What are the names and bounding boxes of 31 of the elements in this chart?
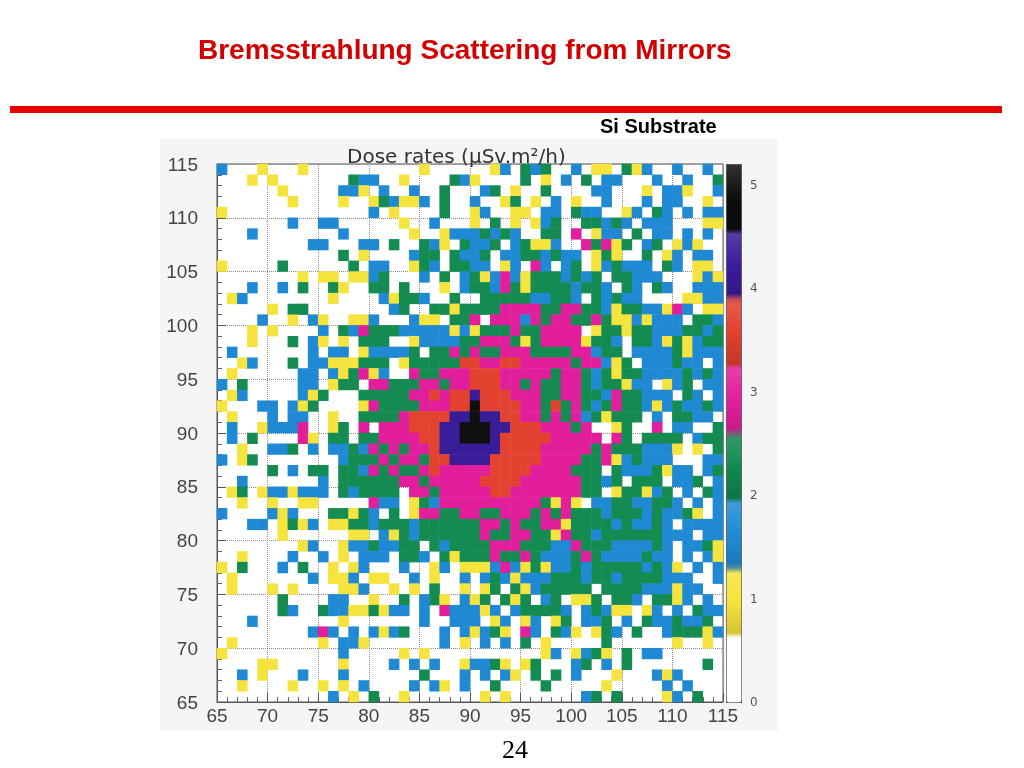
y-tick-label: 85 (176, 476, 198, 498)
x-tick-label: 115 (707, 705, 739, 726)
color-bar-label: 4 (750, 281, 758, 296)
color-bar-label: 0 (750, 695, 758, 709)
x-tick-label: 75 (307, 705, 329, 726)
y-tick-label: 80 (176, 530, 198, 552)
y-tick-label: 70 (176, 637, 198, 659)
chart-title: Bremsstrahlung Scattering from Mirrors (198, 34, 732, 66)
x-tick-label: 90 (459, 705, 481, 726)
x-tick-label: 80 (358, 705, 380, 726)
y-tick-label: 90 (176, 422, 198, 444)
color-bar-title: Dose rates (μSv.m²/h) (347, 144, 566, 168)
y-tick-label: 100 (166, 314, 198, 336)
color-bar-label: 3 (750, 384, 758, 399)
x-tick-label: 70 (257, 705, 279, 726)
y-tick-label: 110 (167, 207, 198, 229)
x-tick-label: 95 (510, 705, 532, 726)
x-tick-label: 100 (555, 705, 588, 726)
y-tick-label: 75 (176, 583, 198, 605)
color-bar-label: 1 (750, 591, 758, 606)
color-bar-label: 5 (750, 177, 758, 192)
text: 24 (501, 735, 529, 765)
x-tick-label: 110 (657, 705, 688, 726)
y-tick-label: 115 (167, 153, 198, 175)
y-tick-label: 105 (166, 261, 198, 283)
x-tick-label: 105 (605, 705, 638, 726)
color-bar-label: 2 (750, 488, 758, 503)
x-tick-label: 65 (206, 705, 228, 726)
chart-subtitle: Si Substrate (600, 115, 717, 137)
x-tick-label: 85 (408, 705, 430, 726)
y-tick-label: 95 (176, 368, 198, 390)
